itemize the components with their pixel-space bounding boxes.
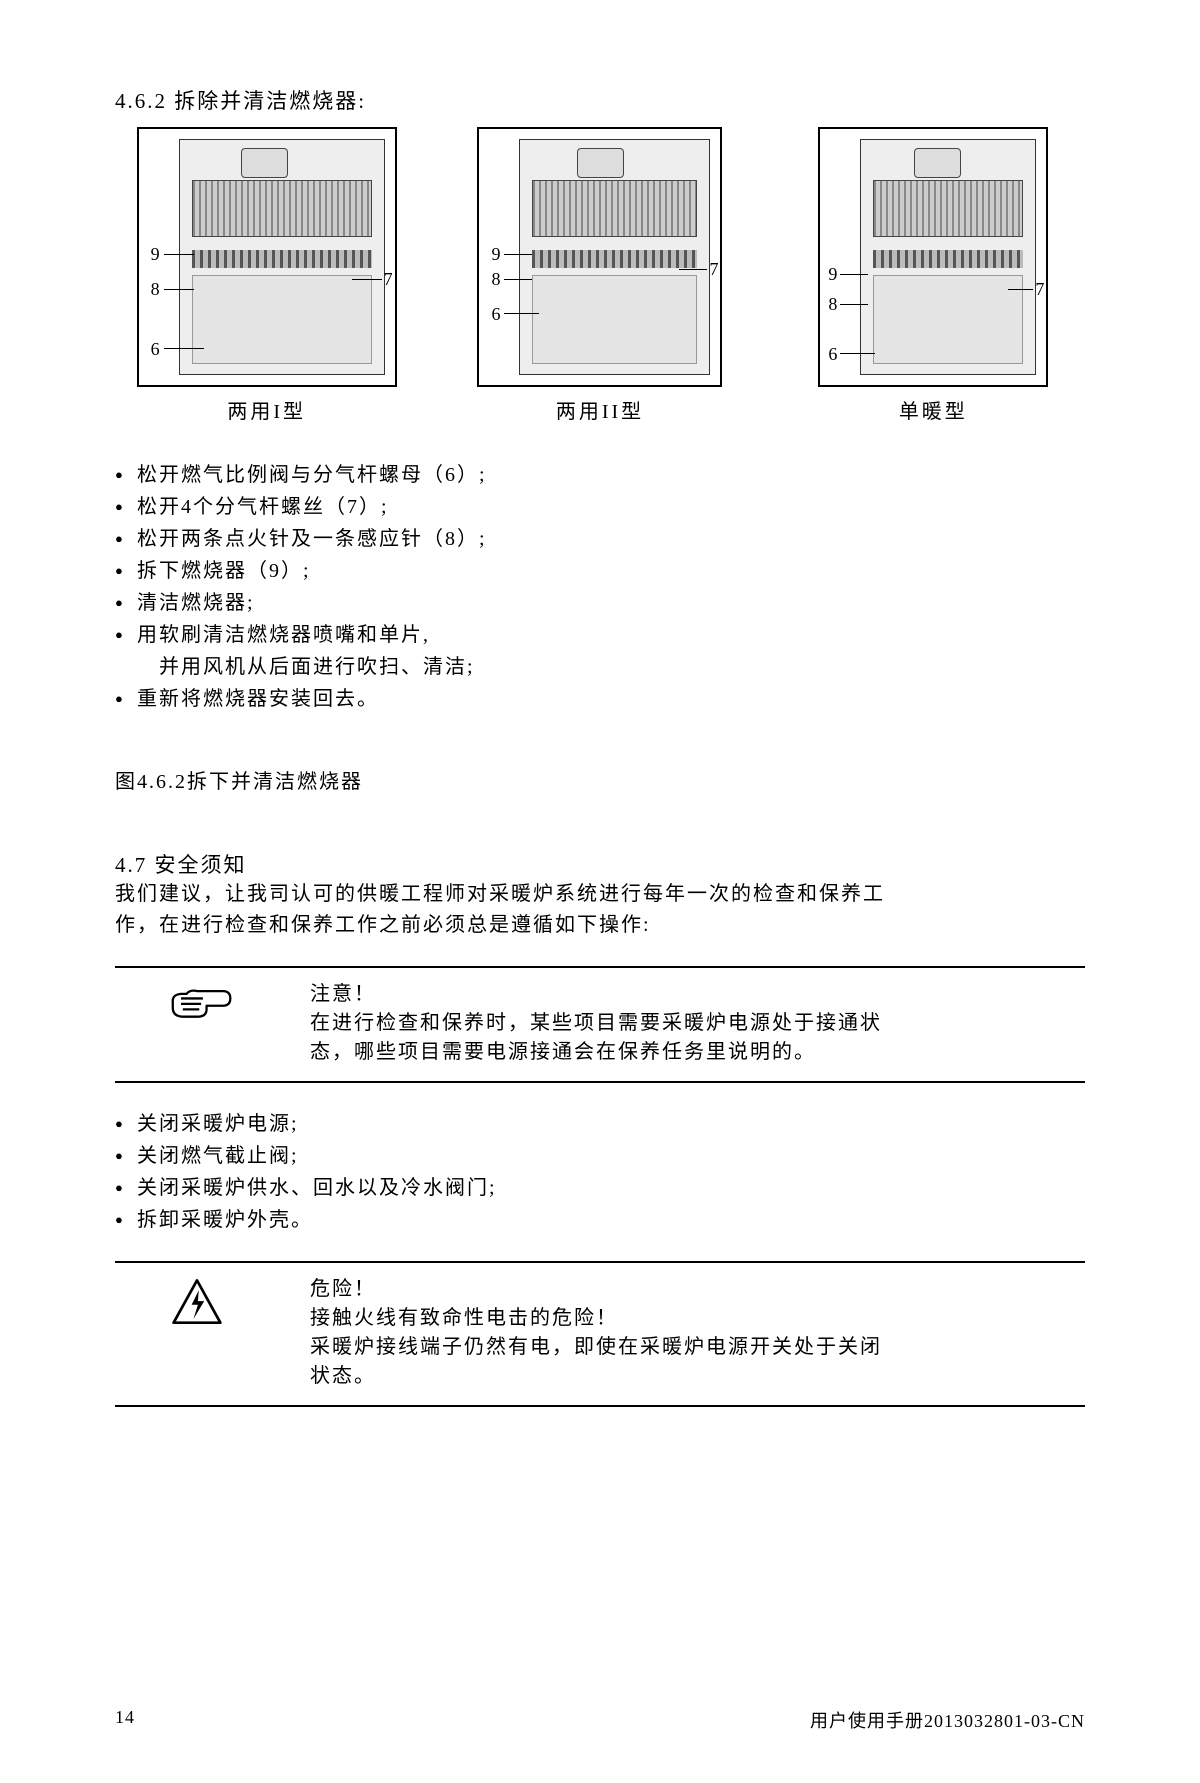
section-47-body: 我们建议，让我司认可的供暖工程师对采暖炉系统进行每年一次的检查和保养工 作，在进… bbox=[115, 879, 1085, 941]
callout-8: 8 bbox=[491, 269, 500, 290]
section-heading-462: 4.6.2 拆除并清洁燃烧器: bbox=[115, 85, 1085, 115]
list-item: 关闭燃气截止阀; bbox=[115, 1140, 1085, 1172]
callout-6: 6 bbox=[491, 304, 500, 325]
callout-8: 8 bbox=[828, 294, 837, 315]
figure-3-image: 9 8 6 7 bbox=[818, 127, 1048, 387]
figure-1: 9 8 6 7 两用I型 bbox=[115, 127, 418, 424]
notice-danger: 危险！ 接触火线有致命性电击的危险！ 采暖炉接线端子仍然有电，即使在采暖炉电源开… bbox=[115, 1261, 1085, 1407]
notice-title: 注意！ bbox=[310, 980, 882, 1009]
notice-line: 状态。 bbox=[310, 1362, 882, 1391]
body-line: 作，在进行检查和保养工作之前必须总是遵循如下操作: bbox=[115, 910, 1085, 941]
lightning-warning-icon bbox=[115, 1275, 310, 1332]
list-item: 松开两条点火针及一条感应针（8）; bbox=[115, 523, 1085, 555]
figure-caption-462: 图4.6.2拆下并清洁燃烧器 bbox=[115, 765, 1085, 794]
list-item: 重新将燃烧器安装回去。 bbox=[115, 683, 1085, 715]
callout-9: 9 bbox=[491, 244, 500, 265]
steps-47: 关闭采暖炉电源; 关闭燃气截止阀; 关闭采暖炉供水、回水以及冷水阀门; 拆卸采暖… bbox=[115, 1108, 1085, 1236]
notice-line: 采暖炉接线端子仍然有电，即使在采暖炉电源开关处于关闭 bbox=[310, 1333, 882, 1362]
figure-3: 9 8 6 7 单暖型 bbox=[782, 127, 1085, 424]
notice-line: 态，哪些项目需要电源接通会在保养任务里说明的。 bbox=[310, 1038, 882, 1067]
body-line: 我们建议，让我司认可的供暖工程师对采暖炉系统进行每年一次的检查和保养工 bbox=[115, 879, 1085, 910]
list-item: 关闭采暖炉供水、回水以及冷水阀门; bbox=[115, 1172, 1085, 1204]
callout-7: 7 bbox=[1035, 279, 1044, 300]
steps-462: 松开燃气比例阀与分气杆螺母（6）; 松开4个分气杆螺丝（7）; 松开两条点火针及… bbox=[115, 459, 1085, 715]
notice-line: 在进行检查和保养时，某些项目需要采暖炉电源处于接通状 bbox=[310, 1009, 882, 1038]
notice-line: 接触火线有致命性电击的危险！ bbox=[310, 1304, 882, 1333]
callout-9: 9 bbox=[151, 244, 160, 265]
list-item: 松开燃气比例阀与分气杆螺母（6）; bbox=[115, 459, 1085, 491]
page-number: 14 bbox=[115, 1707, 135, 1733]
figure-2-image: 9 8 6 7 bbox=[477, 127, 722, 387]
hand-pointing-icon bbox=[115, 980, 310, 1029]
list-item: 拆卸采暖炉外壳。 bbox=[115, 1204, 1085, 1236]
notice-attention: 注意！ 在进行检查和保养时，某些项目需要采暖炉电源处于接通状 态，哪些项目需要电… bbox=[115, 966, 1085, 1083]
figure-2: 9 8 6 7 两用II型 bbox=[448, 127, 751, 424]
page-footer: 14 用户使用手册2013032801-03-CN bbox=[115, 1707, 1085, 1733]
list-item: 关闭采暖炉电源; bbox=[115, 1108, 1085, 1140]
manual-id: 用户使用手册2013032801-03-CN bbox=[810, 1707, 1085, 1733]
callout-6: 6 bbox=[828, 344, 837, 365]
callout-6: 6 bbox=[151, 339, 160, 360]
callout-7: 7 bbox=[709, 259, 718, 280]
figure-1-image: 9 8 6 7 bbox=[137, 127, 397, 387]
list-item: 清洁燃烧器; bbox=[115, 587, 1085, 619]
list-item: 松开4个分气杆螺丝（7）; bbox=[115, 491, 1085, 523]
section-heading-47: 4.7 安全须知 bbox=[115, 849, 1085, 879]
callout-8: 8 bbox=[151, 279, 160, 300]
list-item: 用软刷清洁燃烧器喷嘴和单片, bbox=[115, 619, 1085, 651]
notice-title: 危险！ bbox=[310, 1275, 882, 1304]
callout-7: 7 bbox=[384, 269, 393, 290]
callout-9: 9 bbox=[828, 264, 837, 285]
figure-2-caption: 两用II型 bbox=[556, 395, 644, 424]
list-item: 拆下燃烧器（9）; bbox=[115, 555, 1085, 587]
list-item: 并用风机从后面进行吹扫、清洁; bbox=[115, 651, 1085, 683]
figures-row: 9 8 6 7 两用I型 9 8 6 7 bbox=[115, 127, 1085, 424]
figure-1-caption: 两用I型 bbox=[227, 395, 306, 424]
figure-3-caption: 单暖型 bbox=[899, 395, 968, 424]
